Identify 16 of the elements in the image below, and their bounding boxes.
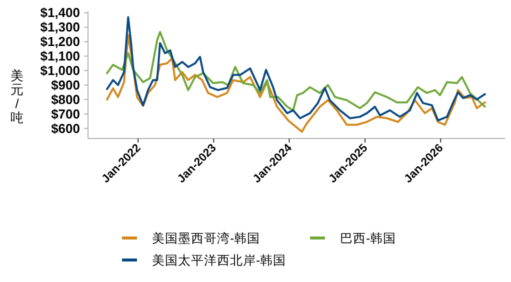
- y-axis-title: 美元/吨: [10, 68, 24, 125]
- line-series: [106, 30, 486, 112]
- legend-label: 巴西-韩国: [340, 232, 396, 246]
- y-tick-label: $600: [51, 120, 80, 136]
- y-tick-label: $1,300: [40, 20, 80, 35]
- y-tick-label: $800: [51, 92, 80, 107]
- legend-label: 美国墨西哥湾-韩国: [152, 230, 260, 246]
- legend-label: 美国太平洋西北岸-韩国: [152, 252, 286, 268]
- y-tick-label: $1,000: [40, 63, 80, 78]
- y-tick-label: $900: [51, 78, 80, 93]
- y-tick-label: $700: [51, 106, 80, 122]
- y-tick-label: $1,200: [40, 34, 80, 50]
- line-series: [106, 34, 486, 133]
- line-series: [106, 16, 486, 122]
- y-tick-label: $1,400: [40, 5, 80, 20]
- y-tick-label: $1,100: [40, 48, 80, 64]
